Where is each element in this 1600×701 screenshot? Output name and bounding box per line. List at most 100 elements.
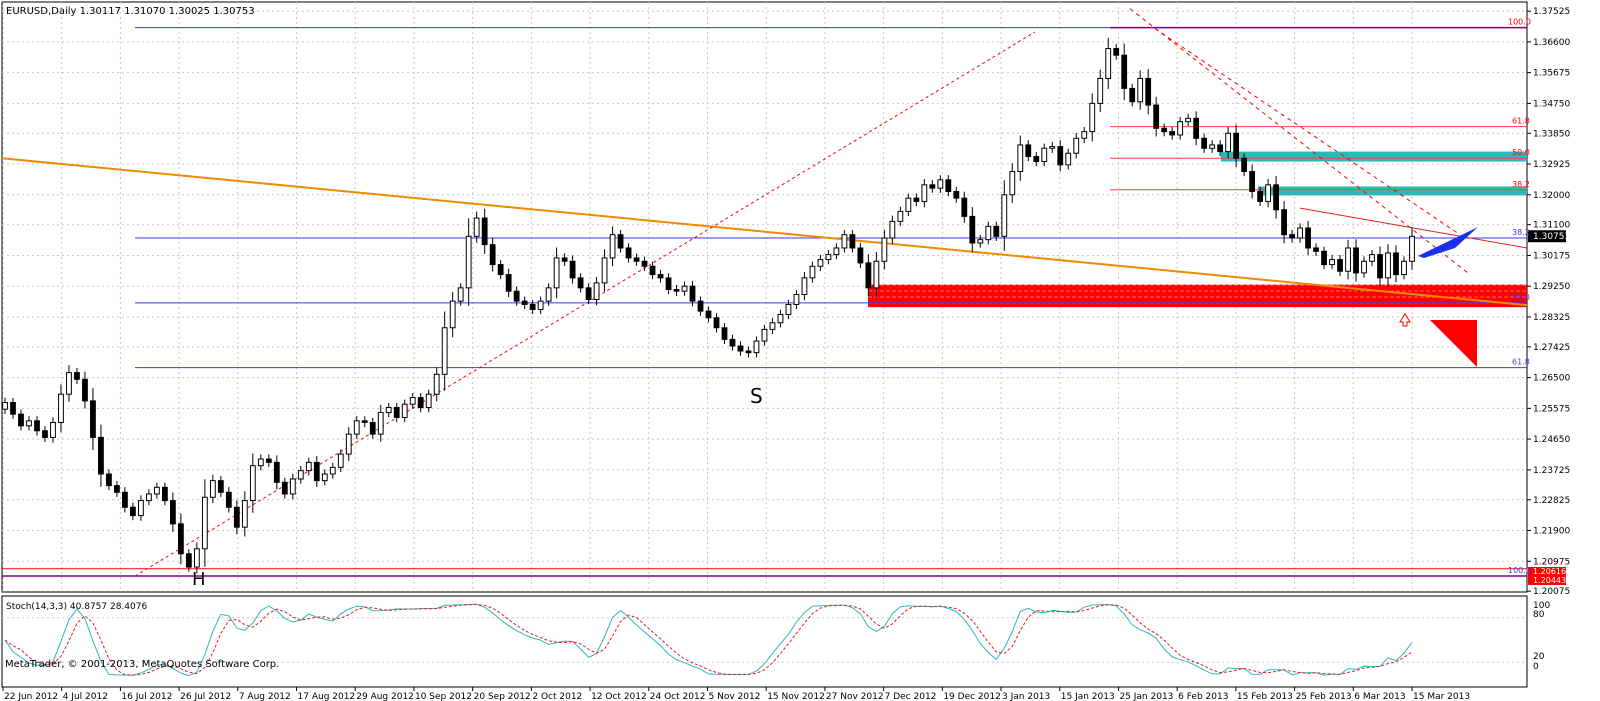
candle-body [1089, 102, 1096, 133]
candle-body [273, 461, 280, 483]
candle-body [1001, 194, 1008, 237]
candle-body [873, 260, 880, 289]
candle-body [313, 461, 320, 482]
candle-body [98, 436, 104, 475]
candle-body [1305, 227, 1311, 249]
candle-body [913, 197, 920, 202]
x-tick-label: 17 Aug 2012 [298, 692, 356, 701]
candle-body [193, 548, 200, 568]
cyan-resistance-zone-lower [1258, 186, 1527, 196]
candle-body [177, 523, 184, 555]
candle-body [793, 294, 800, 305]
y-tick-label: 1.24650 [1533, 435, 1570, 445]
candle-body [209, 480, 216, 498]
x-tick-label: 15 Feb 2013 [1237, 692, 1293, 701]
candle-body [233, 506, 240, 528]
candle-body [1065, 152, 1072, 166]
candle-body [969, 215, 976, 244]
x-tick-label: 20 Sep 2012 [474, 692, 531, 701]
y-tick-label: 1.32000 [1533, 191, 1570, 201]
pattern-label-s: S [750, 384, 763, 408]
y-tick-label: 1.32925 [1533, 160, 1570, 170]
candle-body [1081, 131, 1088, 139]
candle-body [1137, 77, 1144, 103]
candle-body [865, 262, 872, 289]
stoch-main-line [4, 603, 1413, 677]
candle-body [369, 421, 376, 435]
candle-body [169, 500, 176, 525]
y-tick-label: 1.28325 [1533, 313, 1570, 323]
y-tick-label: 1.37525 [1533, 7, 1570, 17]
candle-body [457, 287, 464, 302]
candle-body [289, 478, 296, 495]
candle-body [1049, 146, 1056, 149]
candle-body [122, 491, 128, 508]
candle-body [58, 393, 64, 423]
candle-body [353, 420, 360, 435]
candle-body [50, 421, 56, 438]
candle-body [257, 458, 264, 467]
x-tick-label: 19 Dec 2012 [943, 692, 1001, 701]
y-tick-label: 1.26500 [1533, 374, 1570, 384]
bottom-price-box [1528, 567, 1566, 576]
candle-body [1385, 252, 1391, 279]
candle-body [217, 480, 224, 493]
cyan-resistance-zone-upper [1221, 151, 1527, 162]
candle-body [185, 553, 192, 568]
candle-body [1257, 190, 1264, 202]
candle-body [681, 285, 688, 292]
candle-body [977, 239, 984, 244]
candle-body [545, 287, 552, 302]
candle-body [473, 217, 480, 237]
candle-body [241, 500, 248, 528]
candle-body [897, 210, 904, 222]
candle-body [953, 190, 960, 199]
candle-body [297, 470, 304, 480]
candle-body [1273, 184, 1279, 211]
candle-body [1337, 259, 1343, 272]
candle-body [385, 407, 392, 414]
candle-body [449, 300, 456, 329]
candle-body [961, 197, 968, 217]
candle-body [425, 393, 432, 409]
stoch-label: Stoch(14,3,3) 40.8757 28.4076 [6, 602, 147, 612]
x-tick-label: 15 Mar 2013 [1413, 692, 1470, 701]
candle-body [1161, 127, 1168, 133]
candle-body [1017, 144, 1024, 173]
candle-body [130, 506, 136, 517]
fib-50-label-red: 50.0 [1512, 148, 1530, 157]
candle-body [66, 372, 72, 395]
candle-body [2, 402, 8, 410]
candle-body [74, 372, 80, 380]
candle-body [145, 493, 152, 502]
x-tick-label: 29 Aug 2012 [356, 692, 414, 701]
candle-body [1313, 247, 1319, 252]
candle-body [777, 313, 784, 324]
candle-body [161, 486, 168, 502]
candle-body [1097, 77, 1104, 104]
candle-body [433, 373, 440, 395]
red-resistance-trendline [1299, 207, 1528, 249]
candle-body [465, 235, 472, 289]
candle-body [1241, 157, 1248, 173]
candle-body [1361, 260, 1367, 274]
stoch-level-20: 20 [1533, 652, 1545, 662]
x-tick-label: 6 Feb 2013 [1178, 692, 1228, 701]
bottom-price-label: 1.20616 [1533, 567, 1566, 576]
candle-body [441, 327, 448, 375]
candle-body [481, 217, 488, 246]
bottom-price-box [1528, 576, 1566, 585]
stoch-panel[interactable] [1, 595, 1528, 688]
candle-body [1033, 156, 1040, 163]
candle-body [1289, 234, 1295, 239]
candle-body [705, 310, 712, 319]
fib-61-label-blue: 61.8 [1512, 358, 1530, 367]
candle-body [1297, 227, 1303, 239]
candle-body [985, 225, 992, 241]
candle-body [114, 485, 120, 493]
x-tick-label: 3 Jan 2013 [1002, 692, 1050, 701]
candle-body [825, 254, 832, 261]
candle-body [417, 397, 424, 409]
candle-body [153, 486, 160, 495]
